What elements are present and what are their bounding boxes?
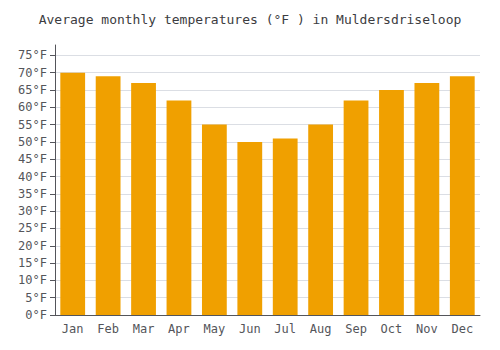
svg-text:60°F: 60°F: [18, 100, 47, 114]
svg-text:Dec: Dec: [451, 322, 473, 336]
svg-text:Aug: Aug: [310, 322, 332, 336]
svg-text:75°F: 75°F: [18, 48, 47, 62]
svg-text:Jul: Jul: [274, 322, 296, 336]
svg-text:0°F: 0°F: [25, 308, 47, 322]
svg-text:Average monthly temperatures (: Average monthly temperatures (°F ) in Mu…: [39, 12, 462, 27]
svg-text:15°F: 15°F: [18, 256, 47, 270]
svg-text:35°F: 35°F: [18, 187, 47, 201]
svg-text:Oct: Oct: [381, 322, 403, 336]
svg-text:70°F: 70°F: [18, 66, 47, 80]
svg-text:30°F: 30°F: [18, 204, 47, 218]
svg-text:May: May: [204, 322, 226, 336]
svg-text:Jun: Jun: [239, 322, 261, 336]
svg-text:55°F: 55°F: [18, 118, 47, 132]
svg-text:65°F: 65°F: [18, 83, 47, 97]
svg-text:25°F: 25°F: [18, 221, 47, 235]
svg-text:Sep: Sep: [345, 322, 367, 336]
svg-text:Nov: Nov: [416, 322, 438, 336]
svg-text:Mar: Mar: [133, 322, 155, 336]
svg-text:5°F: 5°F: [25, 291, 47, 305]
svg-text:45°F: 45°F: [18, 152, 47, 166]
svg-text:50°F: 50°F: [18, 135, 47, 149]
svg-text:Feb: Feb: [97, 322, 119, 336]
svg-text:Apr: Apr: [168, 322, 190, 336]
svg-text:Jan: Jan: [62, 322, 84, 336]
svg-text:20°F: 20°F: [18, 239, 47, 253]
svg-text:40°F: 40°F: [18, 170, 47, 184]
svg-text:10°F: 10°F: [18, 273, 47, 287]
